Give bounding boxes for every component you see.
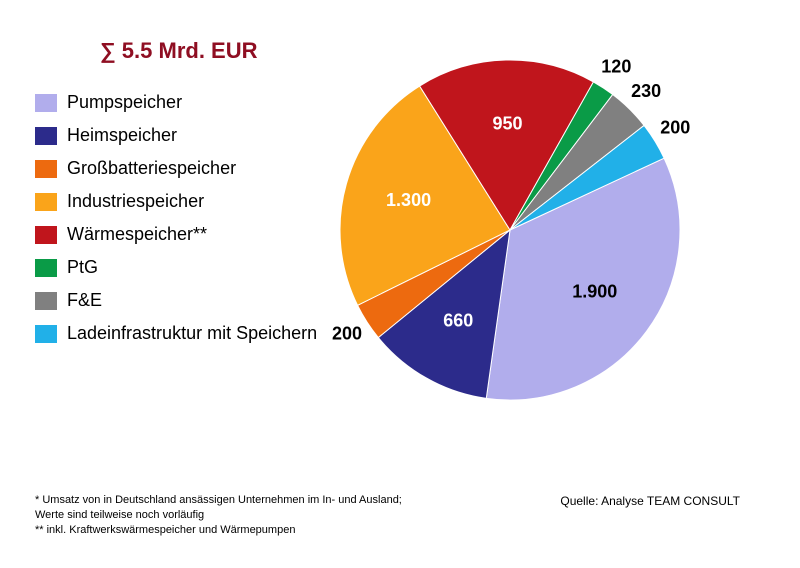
slice-value-label: 200 [660, 118, 690, 138]
footnotes: * Umsatz von in Deutschland ansässigen U… [35, 493, 402, 538]
legend-swatch [35, 127, 57, 145]
slice-value-label: 1.300 [386, 190, 431, 210]
legend-item: Heimspeicher [35, 125, 317, 146]
legend-item: PtG [35, 257, 317, 278]
legend-swatch [35, 160, 57, 178]
legend-item: Großbatteriespeicher [35, 158, 317, 179]
legend-item: Pumpspeicher [35, 92, 317, 113]
footnote-line: ** inkl. Kraftwerkswärmespeicher und Wär… [35, 523, 402, 538]
legend-label: Ladeinfrastruktur mit Speichern [67, 323, 317, 344]
legend-label: F&E [67, 290, 102, 311]
slice-value-label: 230 [631, 81, 661, 101]
legend-swatch [35, 325, 57, 343]
pie-chart: 1.900 660 200 1.300 950 120230 200 [300, 40, 720, 460]
legend-item: Wärmespeicher** [35, 224, 317, 245]
legend-label: Industriespeicher [67, 191, 204, 212]
legend-label: Großbatteriespeicher [67, 158, 236, 179]
footnote-line: * Umsatz von in Deutschland ansässigen U… [35, 493, 402, 508]
footnote-line: Werte sind teilweise noch vorläufig [35, 508, 402, 523]
slice-value-label: 1.900 [572, 281, 617, 301]
legend-swatch [35, 226, 57, 244]
legend-swatch [35, 292, 57, 310]
legend-item: Ladeinfrastruktur mit Speichern [35, 323, 317, 344]
slice-value-label: 660 [443, 311, 473, 331]
legend-label: PtG [67, 257, 98, 278]
legend-label: Wärmespeicher** [67, 224, 207, 245]
legend-item: F&E [35, 290, 317, 311]
legend-label: Heimspeicher [67, 125, 177, 146]
legend-swatch [35, 94, 57, 112]
legend-swatch [35, 193, 57, 211]
legend: Pumpspeicher Heimspeicher Großbatteriespei… [35, 92, 317, 356]
slice-value-label: 120 [601, 57, 631, 77]
source-line: Quelle: Analyse TEAM CONSULT [560, 494, 740, 508]
slice-value-label: 200 [332, 324, 362, 344]
slice-value-label: 950 [492, 113, 522, 133]
legend-label: Pumpspeicher [67, 92, 182, 113]
legend-item: Industriespeicher [35, 191, 317, 212]
chart-title: ∑ 5.5 Mrd. EUR [100, 38, 258, 64]
legend-swatch [35, 259, 57, 277]
